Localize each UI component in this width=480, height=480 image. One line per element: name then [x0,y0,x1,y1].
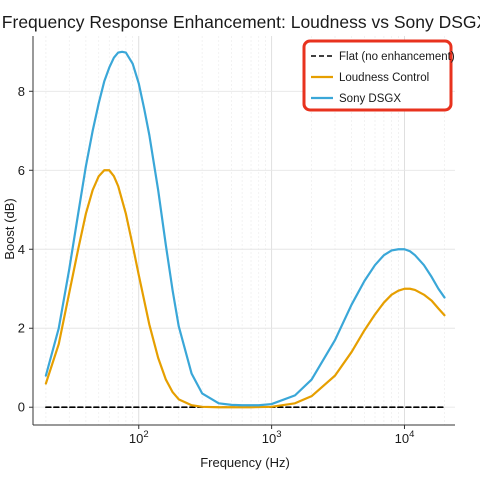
legend-label-flat-no-enhancement: Flat (no enhancement) [339,51,455,63]
axes [29,36,455,429]
legend-label-sony-dsgx: Sony DSGX [339,93,401,105]
x-tick-label: 104 [395,429,415,446]
chart-title: Frequency Response Enhancement: Loudness… [2,12,480,32]
x-tick-labels: 102 103 104 [129,429,415,446]
y-tick-label: 0 [18,400,25,415]
series-line-sony-dsgx [44,50,446,407]
x-axis-label: Frequency (Hz) [200,455,290,470]
series-lines [44,50,446,409]
y-tick-label: 2 [18,321,25,336]
y-tick-labels: 0 2 4 6 8 [18,84,25,415]
y-axis-label: Boost (dB) [2,198,17,259]
series-line-loudness-control [44,169,446,409]
x-tick-label: 102 [129,429,149,446]
legend-box [302,39,453,112]
y-tick-label: 4 [18,242,25,257]
y-tick-label: 8 [18,84,25,99]
legend: Flat (no enhancement) Loudness Control Son… [302,39,455,112]
y-tick-label: 6 [18,163,25,178]
legend-label-loudness-control: Loudness Control [339,72,429,84]
x-tick-label: 103 [262,429,282,446]
